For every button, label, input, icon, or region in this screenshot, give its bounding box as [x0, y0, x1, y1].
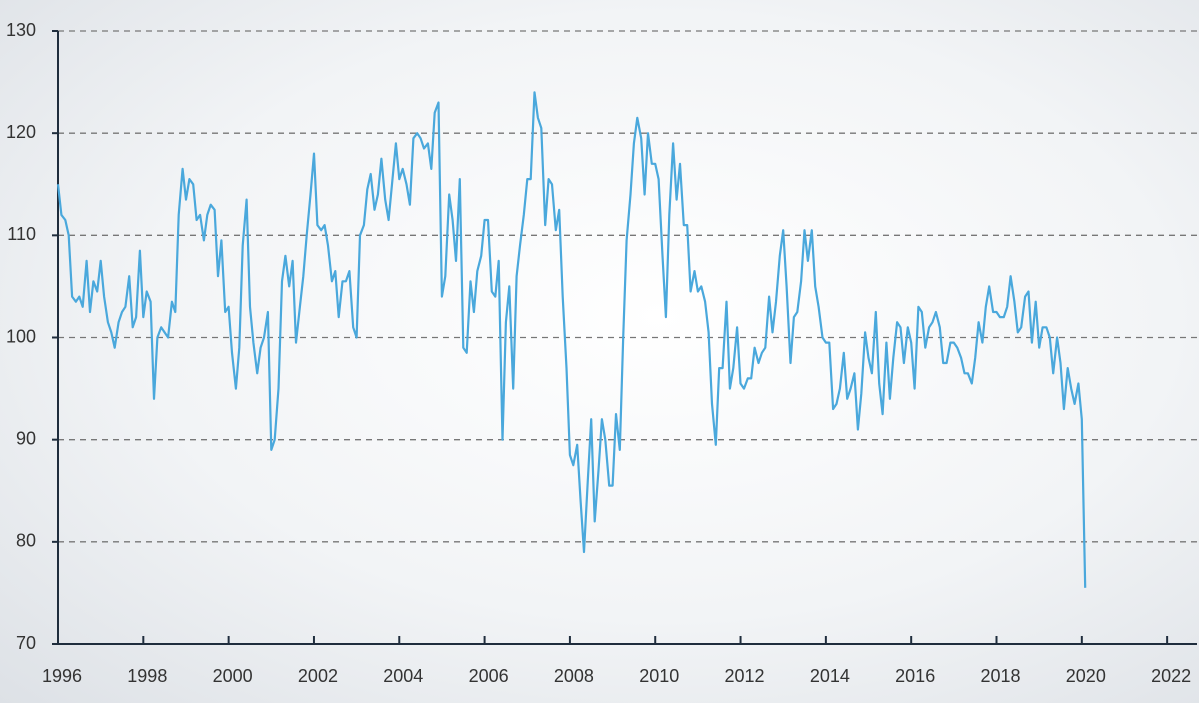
- x-tick-label: 2000: [213, 666, 253, 686]
- x-tick-label: 2022: [1151, 666, 1191, 686]
- line: [56, 91, 1087, 588]
- x-tick-label: 2008: [554, 666, 594, 686]
- x-tick-label: 2002: [298, 666, 338, 686]
- x-tick-label: 2012: [725, 666, 765, 686]
- x-tick-label: 2014: [810, 666, 850, 686]
- y-tick-label: 130: [6, 20, 36, 40]
- x-tick-label: 2016: [895, 666, 935, 686]
- x-tick-label: 2004: [383, 666, 423, 686]
- x-tick-label: 2018: [980, 666, 1020, 686]
- y-tick-label: 80: [16, 531, 36, 551]
- x-tick-label: 2006: [469, 666, 509, 686]
- x-tick-label: 1998: [127, 666, 167, 686]
- x-tick-label: 2010: [639, 666, 679, 686]
- y-tick-label: 100: [6, 326, 36, 346]
- x-tick-label: 1996: [42, 666, 82, 686]
- y-tick-label: 120: [6, 122, 36, 142]
- y-tick-label: 110: [7, 224, 36, 244]
- x-tick-label: 2020: [1066, 666, 1106, 686]
- y-tick-label: 70: [16, 633, 36, 653]
- y-tick-label: 90: [16, 428, 36, 448]
